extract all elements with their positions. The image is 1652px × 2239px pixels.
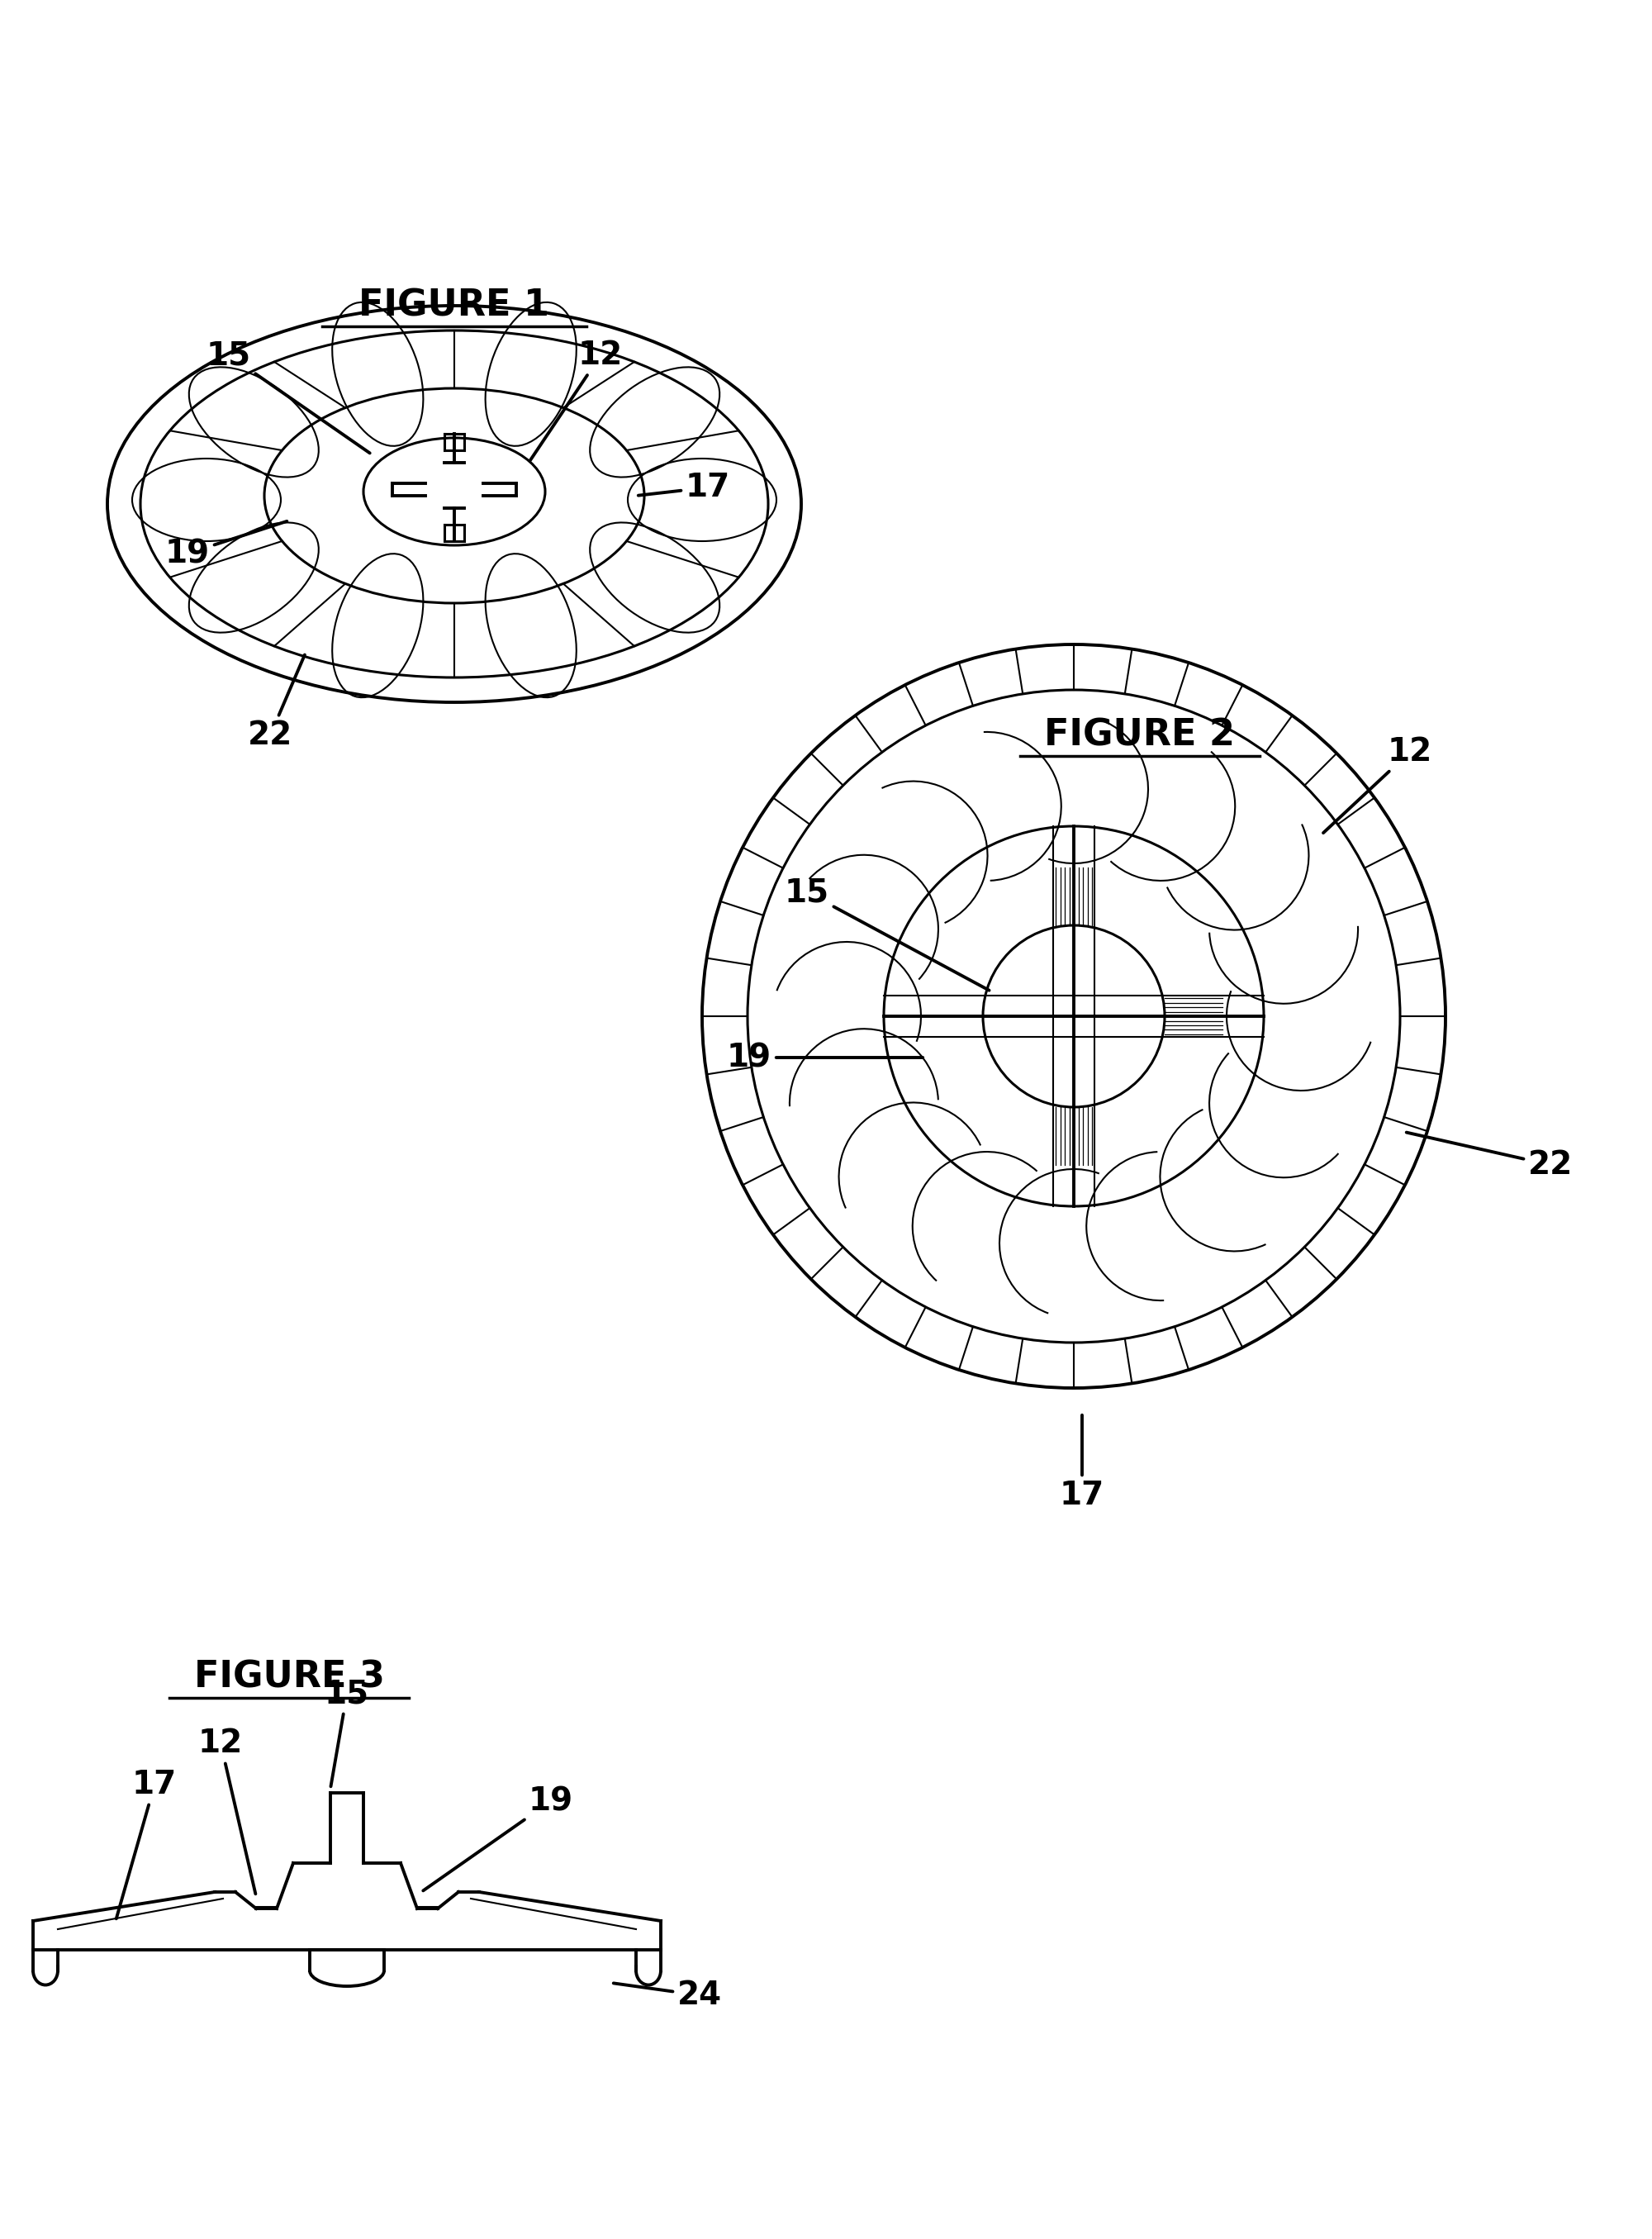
Text: 12: 12 (1323, 737, 1432, 833)
Text: 15: 15 (324, 1677, 370, 1787)
Text: FIGURE 1: FIGURE 1 (358, 289, 550, 322)
Text: 12: 12 (198, 1729, 256, 1894)
Text: 17: 17 (638, 472, 730, 504)
Text: 19: 19 (727, 1041, 923, 1072)
Text: 15: 15 (785, 878, 990, 990)
Text: FIGURE 3: FIGURE 3 (193, 1659, 385, 1695)
Text: 19: 19 (423, 1784, 573, 1890)
Text: 17: 17 (1059, 1415, 1105, 1511)
Text: 17: 17 (116, 1769, 177, 1919)
Text: 22: 22 (248, 654, 304, 750)
Text: 24: 24 (613, 1979, 722, 2011)
Text: 22: 22 (1406, 1133, 1573, 1180)
Text: FIGURE 2: FIGURE 2 (1044, 716, 1236, 752)
Text: 12: 12 (530, 340, 623, 461)
Text: 19: 19 (165, 522, 287, 569)
Text: 15: 15 (206, 340, 370, 452)
